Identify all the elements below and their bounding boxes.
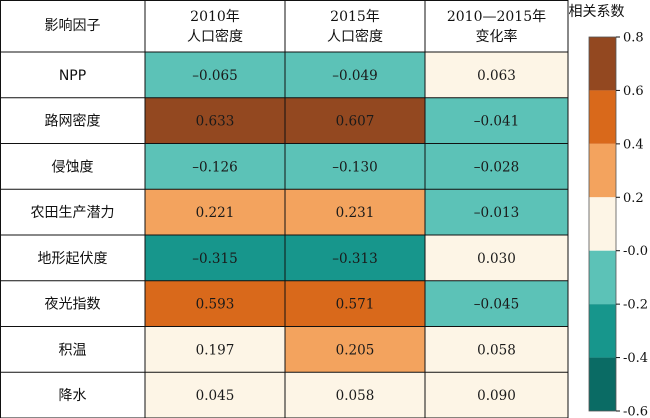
cell-value-label: 0.607 — [336, 114, 375, 130]
column-header: 人口密度 — [327, 28, 383, 45]
header-row-bg — [0, 0, 568, 52]
colorbar-frame — [588, 36, 617, 412]
heatmap-cell — [425, 189, 568, 235]
row-label: 侵蚀度 — [52, 158, 94, 175]
row-label: 路网密度 — [45, 113, 101, 130]
column-header: 人口密度 — [187, 28, 243, 45]
heatmap-cell — [145, 52, 285, 98]
heatmap-cell — [145, 97, 285, 144]
heatmap-cell — [145, 280, 285, 327]
cell-value-label: –0.126 — [192, 159, 237, 175]
cell-value-label: 0.058 — [477, 342, 516, 358]
colorbar-bin — [589, 37, 616, 91]
cell-value-label: –0.315 — [192, 251, 237, 267]
column-header: 2015年 — [330, 9, 380, 25]
cell-value-label: –0.313 — [332, 251, 377, 267]
cell-value-label: 0.197 — [196, 342, 235, 358]
heatmap-cell — [285, 372, 425, 418]
heatmap-cell — [425, 372, 568, 418]
colorbar-tick-label: -0.6 — [623, 405, 648, 418]
heatmap-cell — [285, 235, 425, 281]
heatmap-cell — [285, 189, 425, 235]
row-label: 降水 — [59, 388, 87, 404]
row-label-cell — [0, 52, 145, 98]
colorbar-bin — [589, 304, 616, 358]
cell-value-label: –0.130 — [332, 159, 377, 175]
cell-value-label: 0.045 — [196, 388, 235, 404]
heatmap-cell — [145, 235, 285, 281]
cell-value-label: –0.013 — [474, 205, 519, 221]
cell-value-label: –0.065 — [192, 68, 237, 84]
colorbar-tick-label: -0.0 — [623, 244, 648, 259]
heatmap-cell — [425, 97, 568, 144]
cell-value-label: 0.205 — [336, 342, 375, 358]
row-label-cell — [0, 143, 145, 190]
cell-value-label: –0.049 — [332, 68, 377, 84]
colorbar-tick-label: 0.6 — [623, 84, 644, 99]
cell-value-label: 0.633 — [196, 114, 235, 130]
heatmap-cell — [285, 326, 425, 373]
colorbar-title: 相关系数 — [569, 4, 625, 20]
heatmap-cell — [145, 372, 285, 418]
heatmap-cell — [285, 280, 425, 327]
colorbar-tick-label: 0.4 — [623, 137, 644, 152]
row-label: 地形起伏度 — [38, 251, 108, 267]
cell-value-label: 0.090 — [477, 388, 516, 404]
heatmap-cell — [145, 189, 285, 235]
colorbar-tick-label: 0.8 — [623, 31, 644, 46]
heatmap-cell — [425, 326, 568, 373]
colorbar-tick-label: 0.2 — [623, 191, 644, 206]
colorbar-tick-label: -0.4 — [623, 351, 648, 366]
cell-value-label: –0.045 — [474, 297, 519, 313]
cell-value-label: –0.041 — [474, 114, 519, 130]
column-header: 变化率 — [476, 28, 518, 45]
cell-value-label: 0.571 — [336, 297, 375, 313]
cell-value-label: 0.030 — [477, 251, 516, 267]
row-label-cell — [0, 280, 145, 327]
heatmap-cell — [425, 143, 568, 190]
row-label-cell — [0, 326, 145, 373]
colorbar-tick-label: -0.2 — [623, 298, 648, 313]
heatmap-cell — [285, 143, 425, 190]
row-label-cell — [0, 235, 145, 281]
cell-value-label: 0.231 — [336, 205, 375, 221]
row-label: NPP — [59, 68, 86, 84]
corner-label: 影响因子 — [45, 18, 101, 34]
cell-value-label: –0.028 — [474, 159, 519, 175]
cell-value-label: 0.221 — [196, 205, 235, 221]
colorbar-bin — [589, 90, 616, 144]
colorbar-bin — [589, 197, 616, 251]
heatmap-cell — [285, 97, 425, 144]
colorbar-bin — [589, 250, 616, 305]
row-label-cell — [0, 97, 145, 144]
colorbar-bin — [589, 357, 616, 411]
row-label: 农田生产潜力 — [31, 205, 115, 221]
row-label: 夜光指数 — [45, 297, 101, 313]
column-header: 2010—2015年 — [447, 9, 546, 25]
row-label-cell — [0, 189, 145, 235]
cell-value-label: 0.058 — [336, 388, 375, 404]
row-label-cell — [0, 372, 145, 418]
column-header: 2010年 — [190, 9, 240, 25]
colorbar-bin — [589, 143, 616, 198]
heatmap-cell — [285, 52, 425, 98]
heatmap-cell — [425, 280, 568, 327]
heatmap-cell — [145, 326, 285, 373]
cell-value-label: 0.063 — [477, 68, 516, 84]
row-label: 积温 — [59, 342, 87, 358]
heatmap-cell — [425, 52, 568, 98]
heatmap-cell — [425, 235, 568, 281]
cell-value-label: 0.593 — [196, 297, 235, 313]
heatmap-cell — [145, 143, 285, 190]
